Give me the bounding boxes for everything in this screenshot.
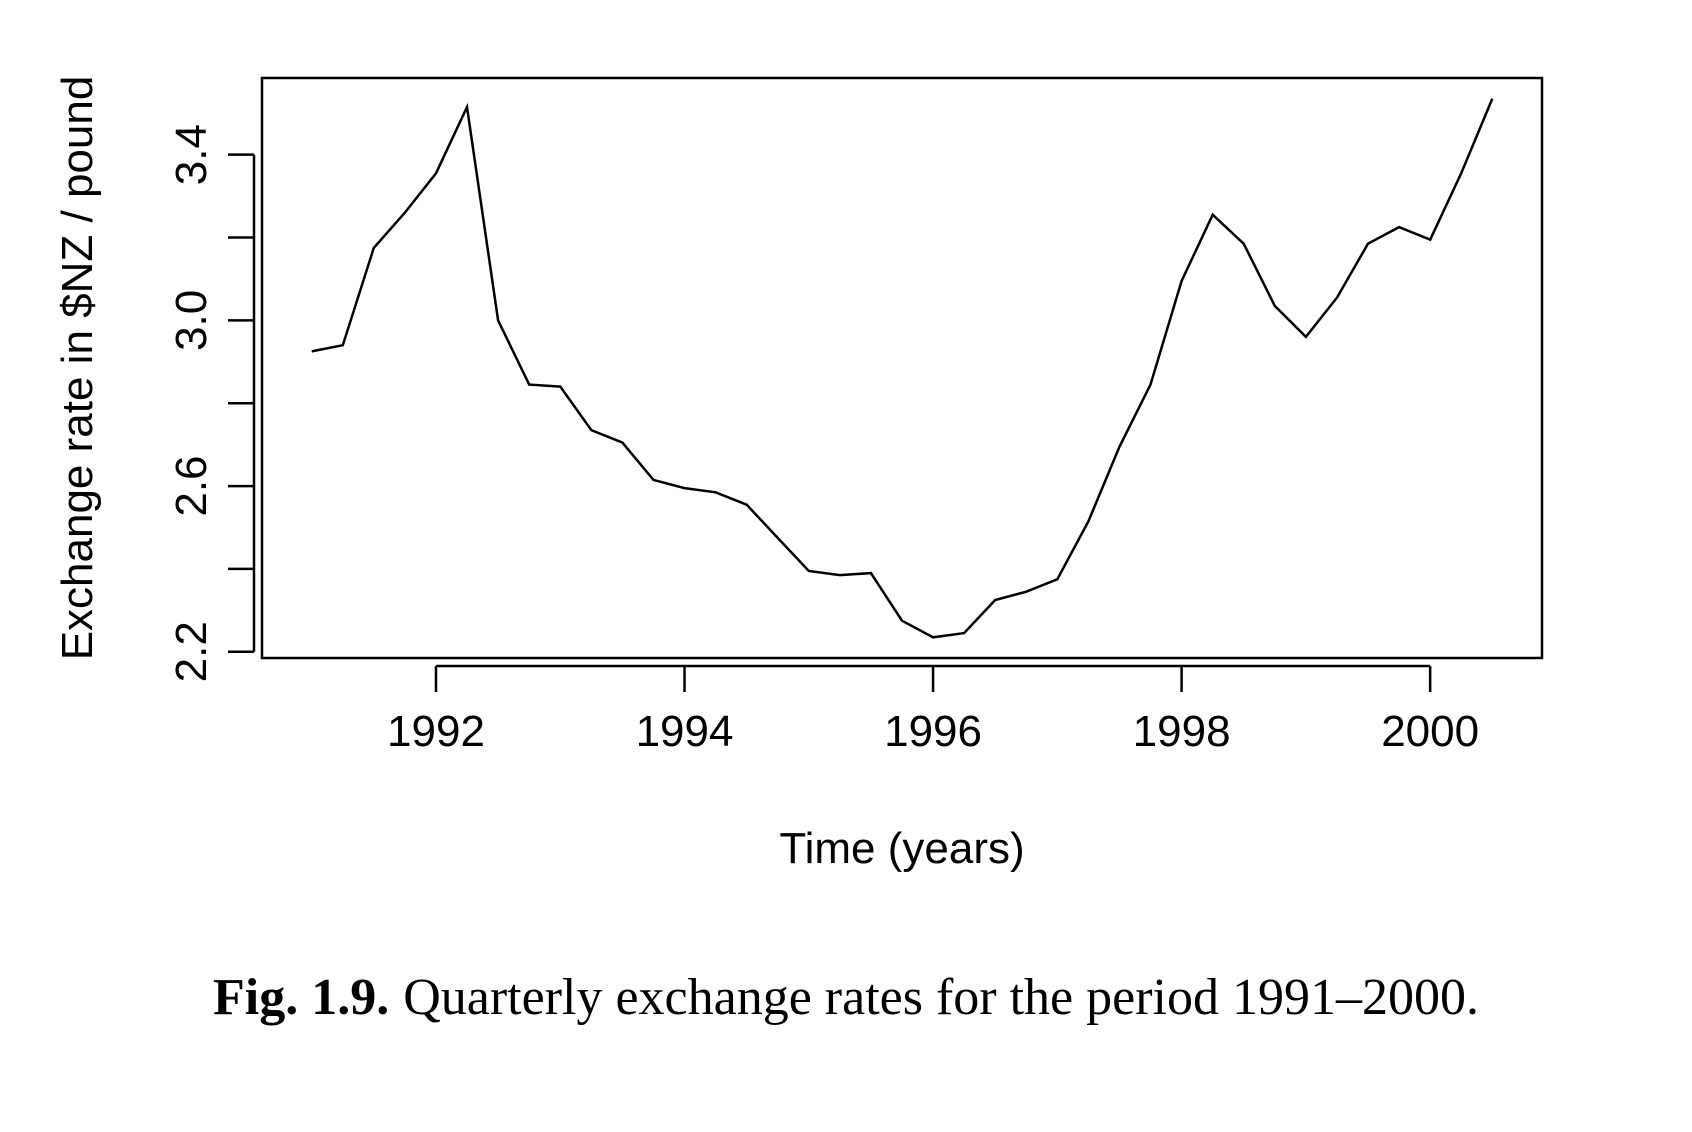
x-tick-label: 1992 (387, 707, 485, 756)
x-tick-label: 1996 (884, 707, 982, 756)
figure-caption: Fig. 1.9. Quarterly exchange rates for th… (0, 968, 1692, 1027)
caption-text: Quarterly exchange rates for the period … (403, 969, 1479, 1026)
x-axis: 1992 1994 1996 1998 2000 (387, 664, 1479, 756)
exchange-rate-chart: 1992 1994 1996 1998 2000 2.2 2.6 3.0 3.4 Time (… (53, 76, 1544, 873)
x-tick-label: 1998 (1133, 707, 1231, 756)
y-axis: 2.2 2.6 3.0 3.4 (167, 124, 256, 682)
y-tick-label: 3.0 (167, 290, 216, 351)
x-tick-label: 1994 (636, 707, 734, 756)
x-axis-label: Time (years) (779, 824, 1024, 873)
y-tick-label: 3.4 (167, 124, 216, 185)
figure-number: Fig. 1.9. (213, 969, 390, 1026)
y-tick-label: 2.2 (167, 621, 216, 682)
x-tick-label: 2000 (1381, 707, 1479, 756)
plot-frame (260, 76, 1544, 660)
y-axis-label: Exchange rate in $NZ / pound (53, 76, 102, 661)
series-line (311, 98, 1494, 639)
y-tick-label: 2.6 (167, 455, 216, 516)
series-group (311, 98, 1494, 639)
